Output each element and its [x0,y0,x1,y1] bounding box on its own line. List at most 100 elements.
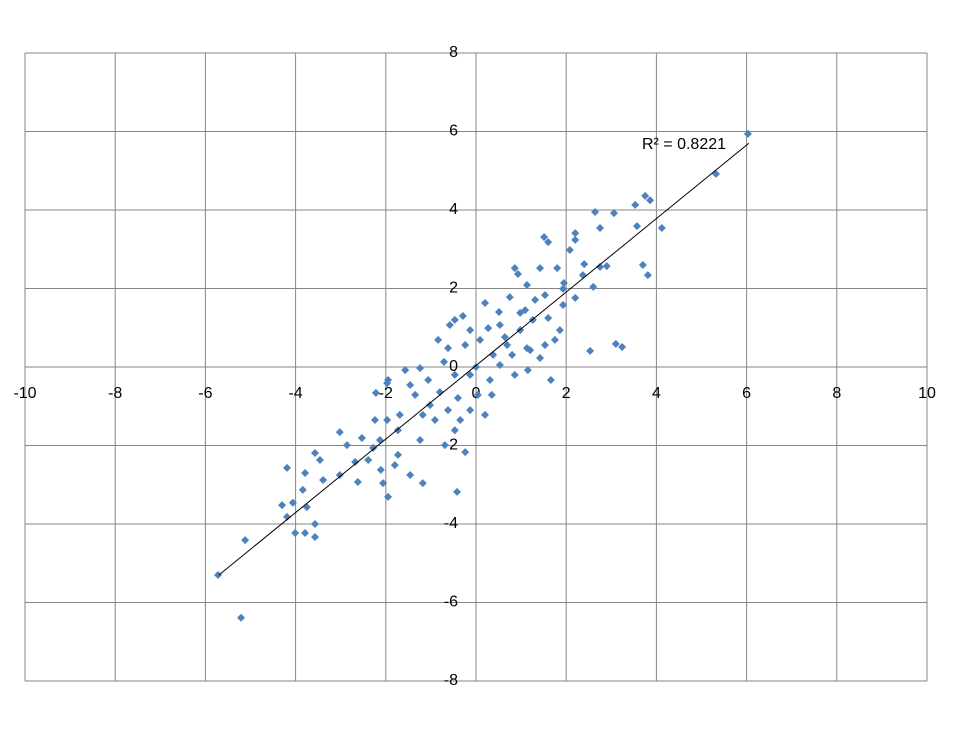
data-point [369,443,378,452]
data-point [743,129,752,138]
data-point [544,313,553,322]
data-point [310,532,319,541]
data-point [335,470,344,479]
data-point [241,536,250,545]
data-point [503,341,512,350]
data-point [487,390,496,399]
data-point [418,410,427,419]
x-tick-label: 6 [742,385,751,402]
data-point [416,436,425,445]
data-point [559,284,568,293]
data-point [555,326,564,335]
data-point [646,196,655,205]
data-point [353,478,362,487]
data-point [500,333,509,342]
y-tick-label: 8 [449,44,458,61]
data-point [278,501,287,510]
data-point [310,448,319,457]
data-point [453,487,462,496]
data-point [424,375,433,384]
data-point [450,370,459,379]
x-tick-label: -2 [379,385,393,402]
data-point [302,503,311,512]
data-point [536,353,545,362]
data-point [335,428,344,437]
data-point [301,529,310,538]
data-point [435,388,444,397]
data-point [596,224,605,233]
data-point [440,441,449,450]
data-point [406,381,415,390]
data-point [485,375,494,384]
data-point [522,280,531,289]
data-point [565,246,574,255]
data-point [495,321,504,330]
x-tick-label: -8 [108,385,122,402]
y-tick-label: 2 [449,280,458,297]
data-point [406,470,415,479]
data-point [571,293,580,302]
data-point [510,370,519,379]
data-point [513,269,522,278]
data-point [540,233,549,242]
data-point [237,613,246,622]
data-point [288,498,297,507]
data-point [618,342,627,351]
data-point [641,191,650,200]
data-point [523,366,532,375]
data-point [456,415,465,424]
x-tick-label: -4 [288,385,302,402]
data-point [531,295,540,304]
y-tick-label: -8 [444,672,458,689]
x-tick-label: 4 [652,385,661,402]
data-point [602,262,611,271]
data-point [553,264,562,273]
y-tick-label: -2 [444,437,458,454]
y-tick-label: -4 [444,515,458,532]
data-point [505,293,514,302]
data-point [393,450,402,459]
x-tick-label: -6 [198,385,212,402]
data-point [384,492,393,501]
data-point [393,426,402,435]
data-point [383,415,392,424]
y-tick-label: 6 [449,123,458,140]
data-point [310,520,319,528]
data-point [461,448,470,457]
data-point [559,300,568,309]
data-point [364,456,373,465]
data-point [580,260,589,269]
trendline [218,142,750,576]
data-point [466,406,475,415]
data-point [214,571,223,580]
data-point [550,335,559,344]
x-tick-label: 2 [562,385,571,402]
data-point [390,461,399,470]
data-point [643,271,652,280]
data-point [283,463,292,472]
data-point [375,436,384,445]
data-point [439,357,448,366]
data-point [536,264,545,273]
data-point [357,434,366,443]
data-point [376,465,385,474]
data-point [591,207,600,216]
data-point [301,468,310,477]
data-point [611,339,620,348]
data-point [453,394,462,403]
data-point [571,235,580,244]
data-point [546,375,555,384]
data-point [596,262,605,271]
data-point [466,326,475,335]
data-point [418,479,427,488]
data-point [481,299,490,308]
data-point [370,415,379,424]
r-squared-label: R² = 0.8221 [642,136,726,153]
data-point [473,390,482,399]
data-point [411,390,420,399]
data-point [445,321,454,330]
data-point [638,260,647,269]
data-point [425,401,434,410]
